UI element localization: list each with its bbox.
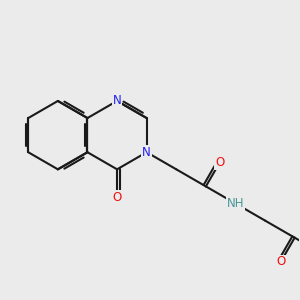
Text: N: N [142, 146, 151, 159]
Text: NH: NH [227, 197, 244, 210]
Text: O: O [215, 156, 224, 169]
Text: N: N [113, 94, 122, 107]
Text: O: O [276, 256, 285, 268]
Text: O: O [112, 191, 122, 204]
